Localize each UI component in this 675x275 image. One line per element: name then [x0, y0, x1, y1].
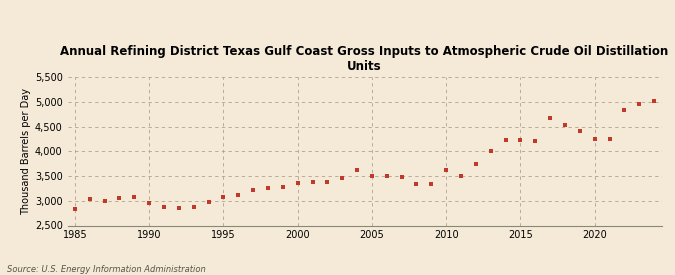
- Text: Source: U.S. Energy Information Administration: Source: U.S. Energy Information Administ…: [7, 265, 205, 274]
- Point: [114, 196, 125, 200]
- Point: [426, 182, 437, 187]
- Point: [604, 137, 615, 141]
- Point: [574, 129, 585, 134]
- Point: [381, 174, 392, 178]
- Point: [307, 180, 318, 185]
- Point: [233, 193, 244, 197]
- Point: [589, 137, 600, 141]
- Point: [634, 101, 645, 106]
- Point: [248, 188, 259, 192]
- Point: [277, 185, 288, 189]
- Point: [159, 205, 169, 209]
- Point: [263, 186, 273, 191]
- Point: [530, 139, 541, 144]
- Point: [545, 116, 556, 120]
- Point: [173, 205, 184, 210]
- Point: [619, 108, 630, 112]
- Point: [515, 138, 526, 142]
- Title: Annual Refining District Texas Gulf Coast Gross Inputs to Atmospheric Crude Oil : Annual Refining District Texas Gulf Coas…: [60, 45, 669, 73]
- Point: [411, 182, 422, 186]
- Point: [70, 207, 80, 211]
- Point: [84, 197, 95, 202]
- Point: [203, 200, 214, 204]
- Point: [292, 181, 303, 186]
- Point: [322, 180, 333, 184]
- Point: [456, 173, 466, 178]
- Point: [649, 98, 659, 103]
- Point: [352, 168, 362, 172]
- Point: [99, 199, 110, 203]
- Y-axis label: Thousand Barrels per Day: Thousand Barrels per Day: [21, 88, 30, 215]
- Point: [485, 149, 496, 153]
- Point: [188, 205, 199, 209]
- Point: [500, 138, 511, 142]
- Point: [560, 122, 570, 127]
- Point: [396, 175, 407, 180]
- Point: [144, 200, 155, 205]
- Point: [129, 195, 140, 199]
- Point: [337, 176, 348, 180]
- Point: [367, 173, 377, 178]
- Point: [441, 168, 452, 172]
- Point: [218, 195, 229, 199]
- Point: [470, 161, 481, 166]
